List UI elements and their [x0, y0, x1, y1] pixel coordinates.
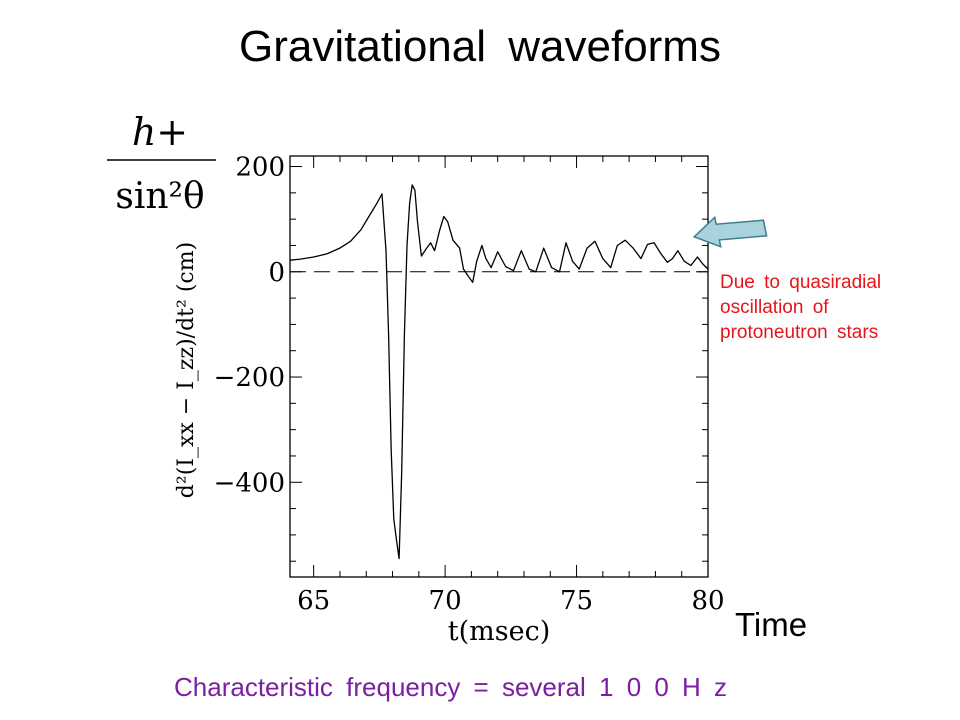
annotation-line-3: protoneutron stars — [720, 322, 879, 343]
x-tick-label: 65 — [297, 586, 330, 616]
plot-frame — [289, 155, 709, 578]
x-tick-label: 70 — [429, 586, 462, 616]
alt-y-label: h+ sin²θ — [107, 110, 216, 217]
callout-arrow — [692, 215, 768, 248]
y-tick-label: −400 — [214, 468, 285, 498]
annotation-line-2: oscillation of — [720, 297, 829, 318]
annotation-line-1: Due to quasiradial — [720, 272, 882, 293]
slide-title: Gravitational waveforms — [239, 22, 721, 71]
waveform-line — [289, 184, 709, 560]
y-axis-label: d²(I_xx − I_zz)/dt² (cm) — [174, 242, 199, 498]
alt-label-denominator: sin²θ — [115, 176, 204, 217]
annotation-text: Due to quasiradial oscillation of proton… — [720, 270, 960, 345]
y-tick-label: −200 — [214, 363, 285, 393]
y-tick-label: 0 — [268, 258, 285, 288]
time-label: Time — [735, 606, 808, 643]
alt-label-numerator: h+ — [132, 110, 188, 154]
x-axis-label: t(msec) — [448, 616, 550, 647]
y-tick-label: 200 — [235, 153, 285, 183]
frequency-note: Characteristic frequency = several 1 0 0… — [174, 672, 728, 702]
x-tick-label: 75 — [560, 586, 593, 616]
x-tick-label: 80 — [691, 586, 724, 616]
